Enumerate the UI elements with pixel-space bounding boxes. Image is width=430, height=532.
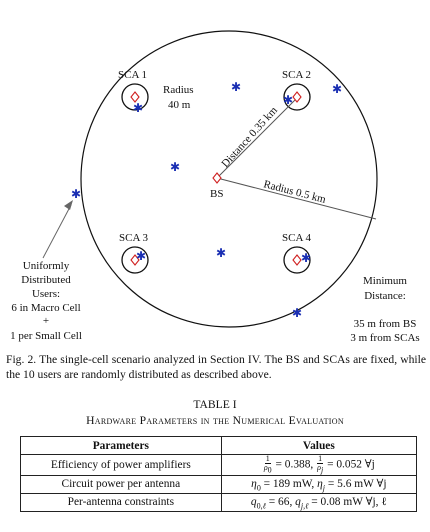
bs-label: BS <box>210 188 223 200</box>
sca-radius-label-line2: 40 m <box>168 99 191 111</box>
sca-1-cell <box>121 83 149 111</box>
table-number: TABLE I <box>193 398 237 411</box>
min-distance-note-line: 35 m from BS <box>354 318 417 330</box>
user-marker: ✱ <box>292 306 302 320</box>
value-cell: η0 = 189 mW, ηj = 5.6 mW ∀j <box>220 474 418 494</box>
users-note-line: 6 in Macro Cell <box>11 302 80 314</box>
user-marker: ✱ <box>170 160 180 174</box>
sca-3-label: SCA 3 <box>119 232 149 244</box>
param-cell: Per-antenna constraints <box>20 492 222 512</box>
sca-4-label: SCA 4 <box>282 232 312 244</box>
sca-2-label: SCA 2 <box>282 69 311 81</box>
header-values: Values <box>220 436 418 455</box>
users-note-line: Uniformly <box>23 260 70 272</box>
sca-2-marker <box>292 91 302 103</box>
user-marker: ✱ <box>301 251 311 265</box>
user-marker: ✱ <box>71 187 81 201</box>
distance-line <box>216 97 298 179</box>
figure-caption: Fig. 2. The single-cell scenario analyze… <box>6 353 426 381</box>
users-note-line: + <box>43 315 49 327</box>
min-distance-note-line: 3 m from SCAs <box>350 332 419 344</box>
arrow-head <box>64 200 73 210</box>
sca-2-cell <box>283 83 311 111</box>
sca-radius-label-line1: Radius <box>163 84 194 96</box>
users-note-line: Distributed <box>21 274 71 286</box>
min-distance-note-line: Minimum <box>363 275 407 287</box>
sca-3-cell <box>121 246 149 274</box>
param-cell: Circuit power per antenna <box>20 474 222 494</box>
param-cell: Efficiency of power amplifiers <box>20 454 222 476</box>
table-row: Per-antenna constraints q0,ℓ = 66, qj,ℓ … <box>20 492 418 512</box>
cell-radius-label: Radius 0.5 km <box>262 178 327 206</box>
value-cell: q0,ℓ = 66, qj,ℓ = 0.08 mW ∀j, ℓ <box>220 492 418 512</box>
value-cell: 1 ρ0 = 0.388, 1 ρj = 0.052 ∀j <box>220 454 418 476</box>
sca-4-marker <box>292 254 302 266</box>
users-note-line: Users: <box>32 288 60 300</box>
table-row: Efficiency of power amplifiers 1 ρ0 = 0.3… <box>20 454 418 476</box>
user-marker: ✱ <box>216 246 226 260</box>
table-title: Hardware Parameters in the Numerical Eva… <box>86 414 344 427</box>
distance-label: Distance 0.35 km <box>219 104 280 170</box>
min-distance-note-line: Distance: <box>364 290 406 302</box>
user-marker: ✱ <box>283 93 293 107</box>
user-marker: ✱ <box>332 82 342 96</box>
user-marker: ✱ <box>136 249 146 263</box>
table-row: Circuit power per antenna η0 = 189 mW, η… <box>20 474 418 494</box>
hardware-table: Parameters Values Efficiency of power am… <box>20 436 418 512</box>
radius-line <box>216 177 377 220</box>
macro-cell-circle <box>80 30 378 328</box>
scenario-figure: ✱ ✱ ✱ ✱ ✱ ✱ ✱ ✱ ✱ ✱ SCA 1 SCA 2 SCA 3 SC… <box>10 30 420 344</box>
sca-1-label: SCA 1 <box>118 69 147 81</box>
users-arrow <box>42 204 72 259</box>
user-marker: ✱ <box>133 101 143 115</box>
sca-4-cell <box>283 246 311 274</box>
user-marker: ✱ <box>231 80 241 94</box>
sca-3-marker <box>130 254 140 266</box>
sca-1-marker <box>130 91 140 103</box>
header-parameters: Parameters <box>20 436 222 455</box>
table-header-row: Parameters Values <box>20 436 418 455</box>
users-note-line: 1 per Small Cell <box>10 330 82 342</box>
bs-marker <box>212 172 222 184</box>
